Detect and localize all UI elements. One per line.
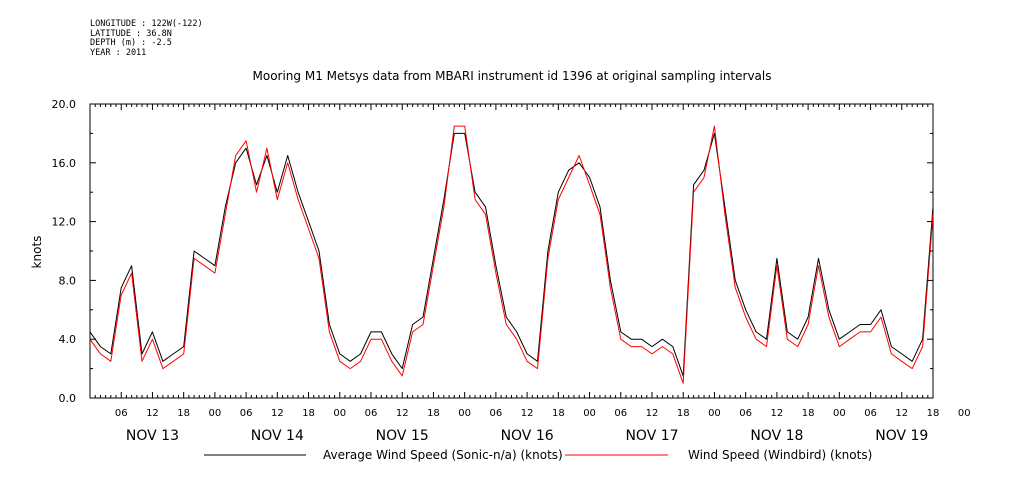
- x-hour-label: 18: [177, 408, 190, 419]
- chart-title: Mooring M1 Metsys data from MBARI instru…: [253, 69, 772, 83]
- x-day-label: NOV 13: [126, 428, 179, 444]
- x-hour-label: 12: [271, 408, 284, 419]
- x-hour-label: 00: [833, 408, 846, 419]
- x-hour-label: 12: [396, 408, 409, 419]
- x-hour-label: 18: [552, 408, 565, 419]
- x-hour-label: 12: [895, 408, 908, 419]
- x-hour-label: 00: [708, 408, 721, 419]
- x-hour-label: 06: [614, 408, 627, 419]
- y-tick-label: 4.0: [59, 333, 77, 346]
- x-day-label: NOV 19: [875, 428, 928, 444]
- x-hour-label: 18: [802, 408, 815, 419]
- x-hour-label: 18: [927, 408, 940, 419]
- latitude-text: LATITUDE : 36.8N: [90, 28, 172, 39]
- x-day-label: NOV 16: [501, 428, 554, 444]
- x-hour-label: 00: [458, 408, 471, 419]
- depth-text: DEPTH (m) : -2.5: [90, 38, 172, 48]
- metadata-block: LONGITUDE : 122W(-122) LATITUDE : 36.8N …: [90, 19, 203, 58]
- x-hour-label: 06: [240, 408, 253, 419]
- x-hour-label: 18: [427, 408, 440, 419]
- legend-label-2: Wind Speed (Windbird) (knots): [688, 448, 872, 462]
- x-day-label: NOV 17: [625, 428, 678, 444]
- longitude-text: LONGITUDE : 122W(-122): [90, 19, 203, 29]
- x-hour-label: 00: [333, 408, 346, 419]
- x-hour-label: 06: [365, 408, 378, 419]
- x-hour-label: 06: [864, 408, 877, 419]
- x-hour-label: 00: [209, 408, 222, 419]
- y-tick-label: 16.0: [52, 157, 77, 170]
- series-line-2: [89, 125, 934, 384]
- x-hour-label: 06: [490, 408, 503, 419]
- x-hour-label: 18: [677, 408, 690, 419]
- y-axis-label: knots: [30, 236, 44, 269]
- x-hour-label: 06: [115, 408, 128, 419]
- x-hour-label: 06: [739, 408, 752, 419]
- x-day-label: NOV 18: [750, 428, 803, 444]
- x-day-label: NOV 15: [376, 428, 429, 444]
- x-hour-label: 12: [771, 408, 784, 419]
- x-hour-label: 12: [146, 408, 159, 419]
- y-tick-label: 20.0: [52, 98, 77, 111]
- series-line-1: [89, 132, 934, 377]
- y-tick-label: 8.0: [59, 274, 77, 287]
- x-hour-label: 00: [583, 408, 596, 419]
- legend-label-1: Average Wind Speed (Sonic-n/a) (knots): [323, 448, 563, 462]
- x-hour-label: 18: [302, 408, 315, 419]
- x-hour-label: 00: [958, 408, 971, 419]
- y-tick-label: 12.0: [52, 216, 77, 229]
- x-hour-label: 12: [646, 408, 659, 419]
- x-day-label: NOV 14: [251, 428, 304, 444]
- year-text: YEAR : 2011: [90, 47, 147, 58]
- plot-frame-box: [89, 103, 934, 399]
- y-tick-label: 0.0: [59, 392, 77, 405]
- x-hour-label: 12: [521, 408, 534, 419]
